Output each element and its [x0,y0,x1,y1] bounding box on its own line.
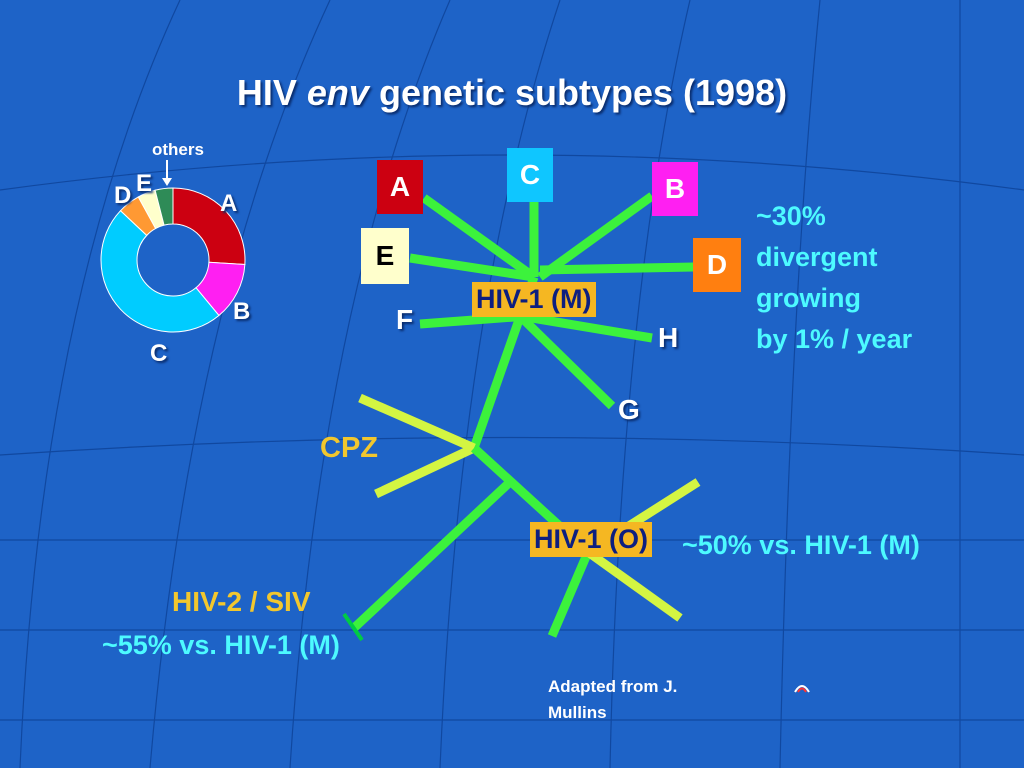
branch-d [539,262,695,275]
subtype-box-d: D [693,238,741,292]
group-o-label: HIV-1 (O) [530,522,653,557]
cpz-label: CPZ [320,432,378,464]
subtype-label-a: A [389,171,411,202]
subtype-label-e: E [375,240,395,271]
home-arrow-icon[interactable] [793,680,811,694]
divergence-note-line: growing [756,283,861,313]
subtype-label-c: C [519,159,541,190]
pie-others-label: others [152,140,204,159]
pie-label-e: E [136,170,153,197]
group-o-divergence-label: ~50% vs. HIV-1 (M) [682,530,920,560]
pie-label-b: B [233,298,251,325]
slide-title: HIV env genetic subtypes (1998) [236,72,788,113]
branch-cpz-lower [374,443,476,499]
hiv2-label: HIV-2 / SIV [172,586,311,617]
subtype-box-e: E [361,228,409,284]
donut-slice-c [100,210,220,333]
donut-slice-a [172,187,246,266]
branch-cpz-upper [358,393,476,453]
others-arrow-icon [162,160,172,186]
donut-slice-others [154,187,174,226]
divergence-note-line: ~30% [756,201,826,231]
subtype-label-f: F [396,304,414,335]
group-m-label: HIV-1 (M) [472,282,596,317]
branch-hiv2-tip [342,612,364,642]
branch-f [419,311,529,329]
branch-o-right [585,548,683,622]
credit-note: Adapted from J. Mullins [548,677,678,722]
subtype-box-c: C [507,148,553,202]
pie-label-a: A [220,190,238,217]
branch-a [421,194,537,281]
branch-b [537,192,655,281]
branch-e [409,253,535,282]
subtype-box-a: A [377,160,423,214]
branch-g [518,314,616,410]
pie-label-d: D [114,182,132,209]
hiv2-divergence-label: ~55% vs. HIV-1 (M) [102,630,340,660]
subtype-donut-chart [100,187,246,333]
branch-o-lower [547,550,593,638]
pie-label-c: C [150,340,168,367]
divergence-note: ~30% divergent growing by 1% / year [756,196,912,360]
subtype-label-b: B [664,173,686,204]
divergence-note-line: divergent [756,242,878,272]
divergence-note-line: by 1% / year [756,324,913,354]
branch-hiv2 [350,478,514,632]
subtype-label-h: H [658,322,679,353]
subtype-box-b: B [652,162,698,216]
branch-h [519,311,653,343]
subtype-label-g: G [618,394,640,425]
subtype-label-d: D [706,249,728,280]
